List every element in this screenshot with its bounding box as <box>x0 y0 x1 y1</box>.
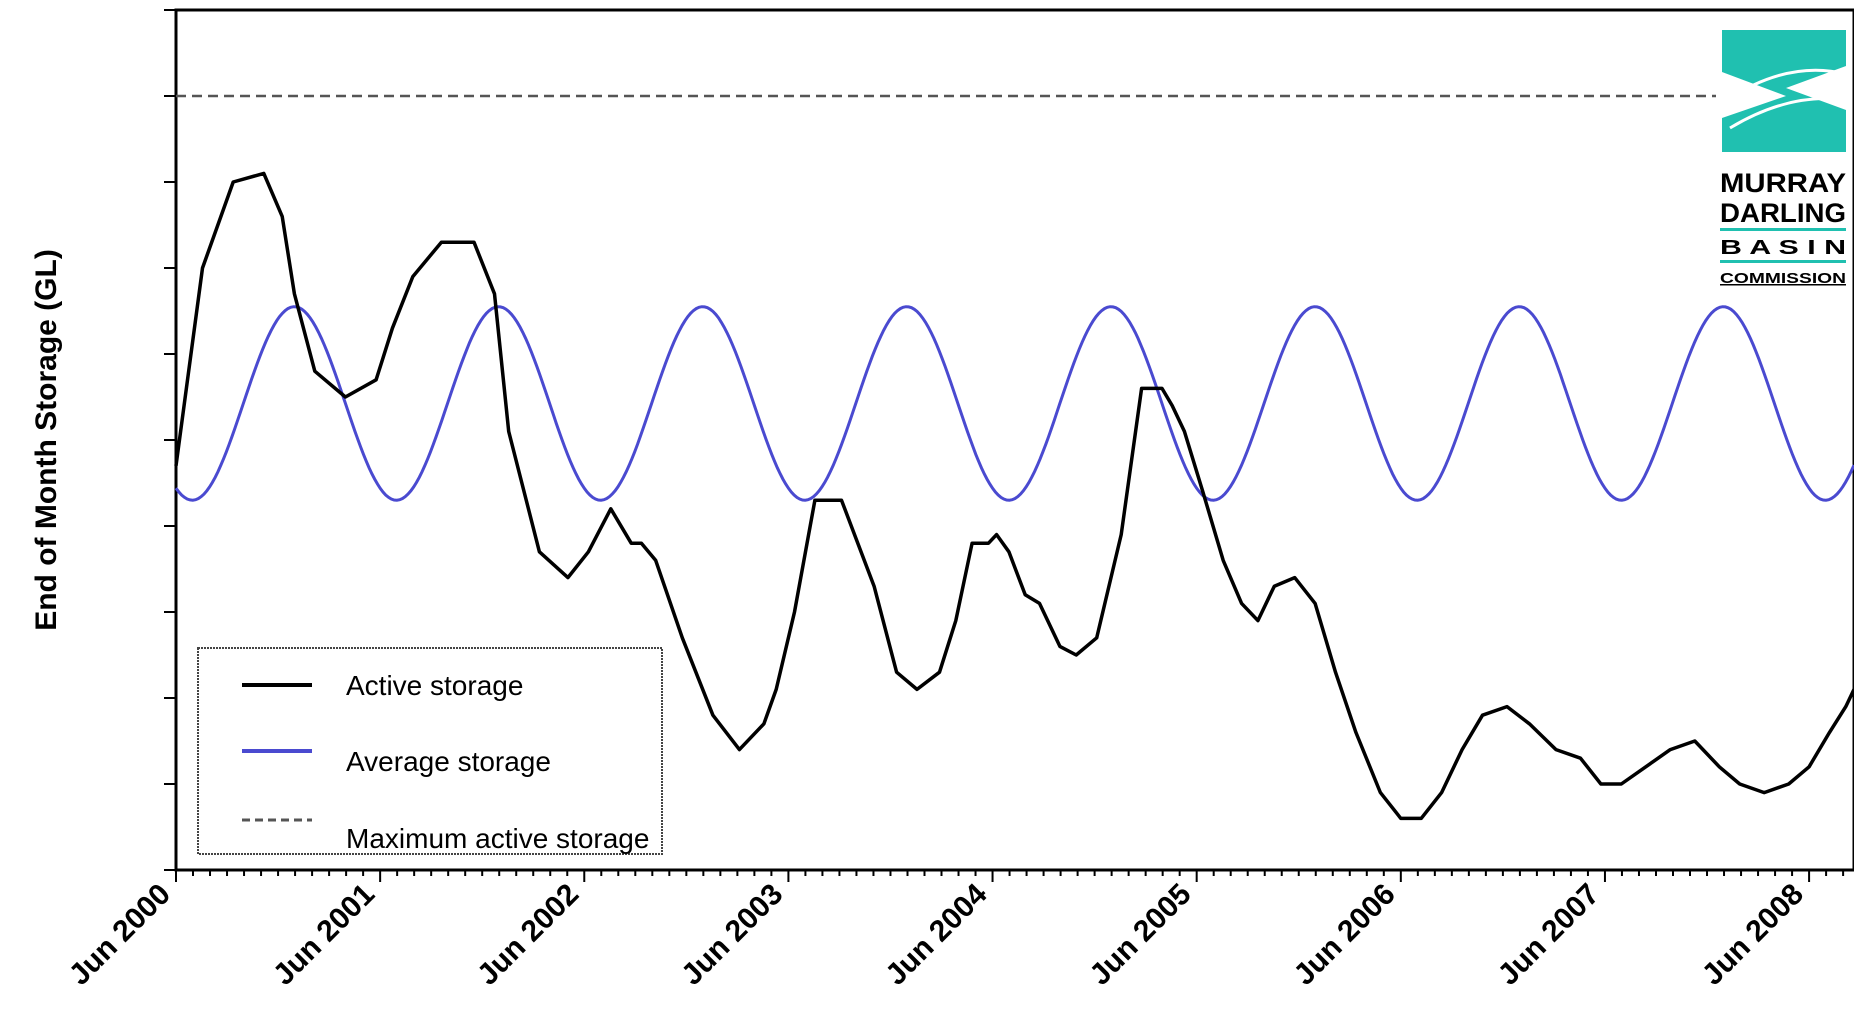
x-tick-label: Jun 2005 <box>1083 878 1197 992</box>
x-tick-label: Jun 2001 <box>267 878 381 992</box>
logo-line-2: DARLING <box>1720 198 1846 228</box>
x-tick-label: Jun 2008 <box>1696 878 1810 992</box>
series-active-storage <box>174 171 1854 821</box>
x-tick-label: Jun 2004 <box>879 877 993 991</box>
x-tick-label: Jun 2000 <box>63 878 177 992</box>
logo-line-3: B A S I N <box>1720 237 1846 259</box>
logo-line-4: COMMISSION <box>1720 270 1846 287</box>
legend-label-active: Active storage <box>346 670 523 701</box>
series-average-storage <box>174 305 1854 502</box>
legend-label-average: Average storage <box>346 746 551 777</box>
y-axis-ticks <box>164 9 176 871</box>
x-tick-label: Jun 2006 <box>1288 878 1402 992</box>
logo-line-1: MURRAY <box>1720 168 1846 198</box>
series-layer <box>174 94 1854 821</box>
x-tick-label: Jun 2002 <box>471 878 585 992</box>
y-axis-label: End of Month Storage (GL) <box>30 249 63 631</box>
x-axis-tick-labels: Jun 2000 Jun 2001 Jun 2002 Jun 2003 Jun 2004… <box>63 877 1810 991</box>
x-tick-label: Jun 2003 <box>675 878 789 992</box>
logo-graphic <box>1722 30 1846 152</box>
x-tick-label: Jun 2007 <box>1492 878 1606 992</box>
legend-label-maximum: Maximum active storage <box>346 823 649 854</box>
murray-darling-basin-commission-logo: MURRAY DARLING B A S I N COMMISSION <box>1720 30 1848 294</box>
x-axis-ticks <box>175 870 1845 882</box>
legend: Active storage Average storage Maximum a… <box>197 647 663 855</box>
